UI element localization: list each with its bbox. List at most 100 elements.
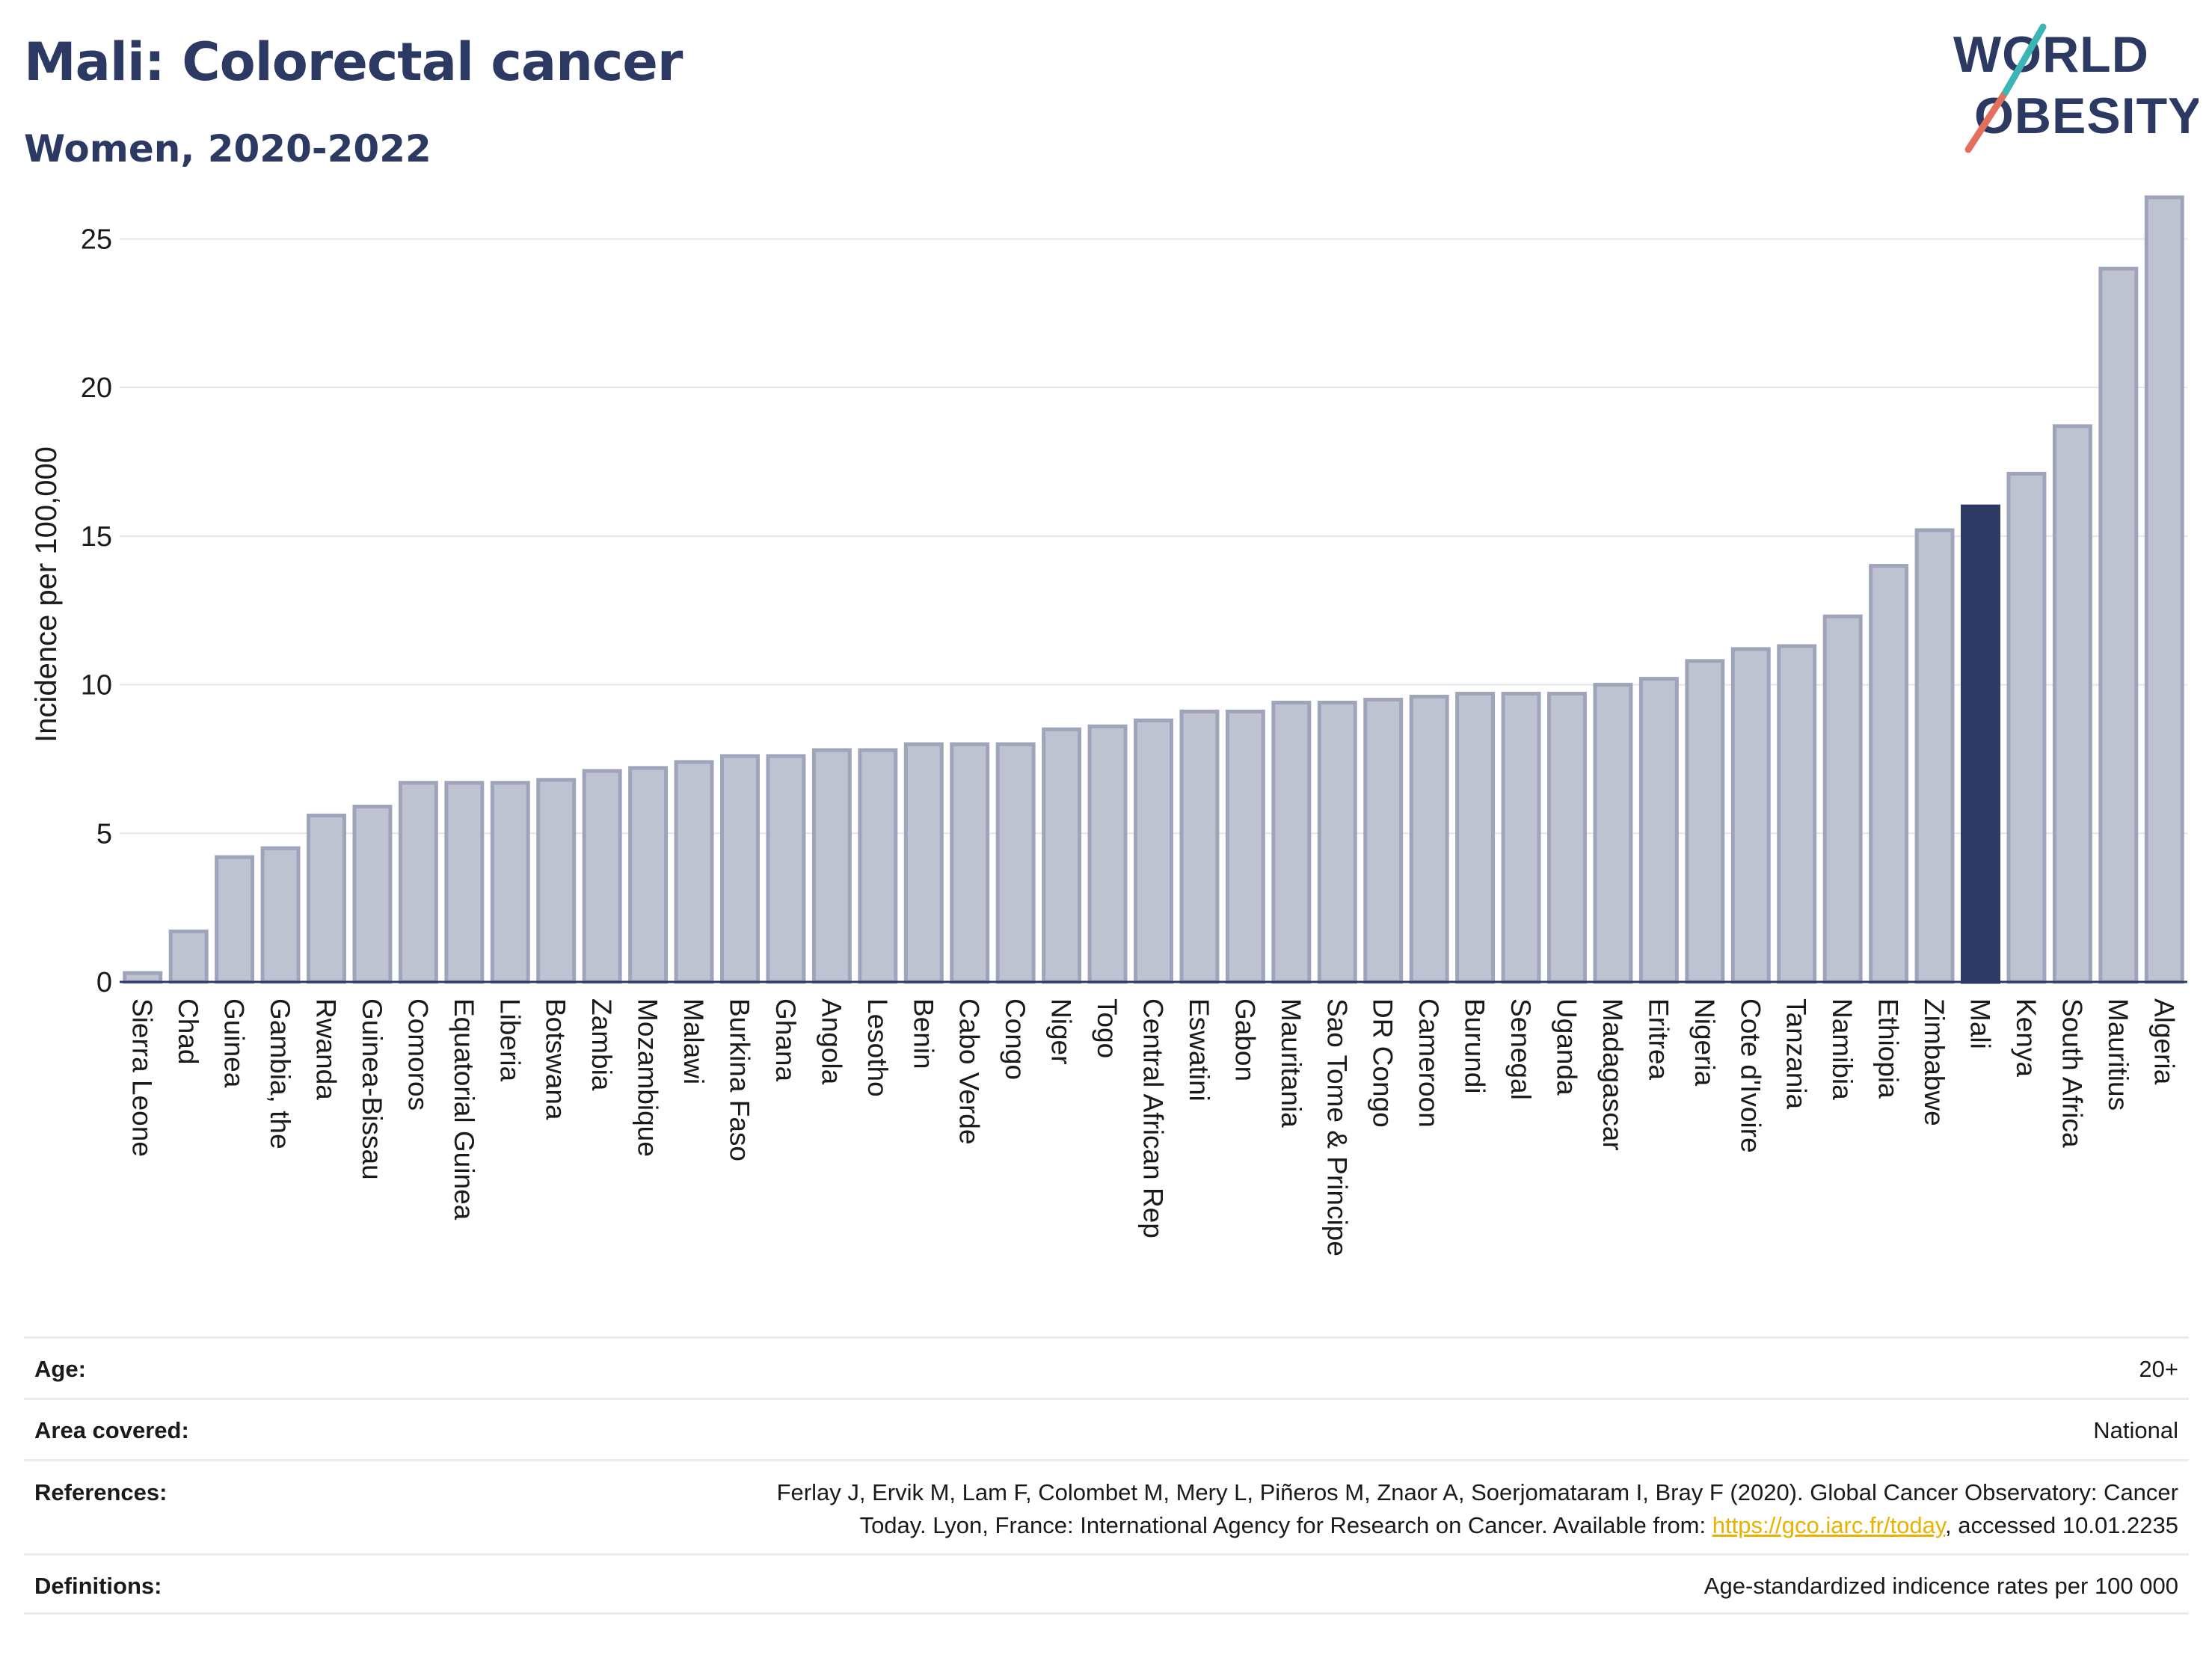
x-tick-label: Benin <box>908 998 938 1069</box>
bar-highlight <box>1961 504 2000 984</box>
bar <box>1455 692 1496 984</box>
area-label: Area covered: <box>34 1417 189 1443</box>
bar <box>307 813 346 984</box>
references-line2-suffix: , accessed 10.01.2235 <box>1945 1512 2178 1538</box>
bar <box>2144 195 2184 984</box>
bar <box>1042 727 1082 984</box>
bar <box>1593 683 1633 984</box>
bar <box>1409 694 1449 984</box>
x-tick-label: Botswana <box>541 998 571 1120</box>
x-tick-label: Mauritania <box>1276 998 1306 1128</box>
bar <box>2052 424 2092 984</box>
meta-row-area: Area covered: National <box>24 1398 2189 1459</box>
bar <box>1134 718 1173 984</box>
bar <box>123 971 163 984</box>
bar <box>1179 709 1220 984</box>
age-value: 20+ <box>2139 1356 2178 1382</box>
y-tick-label: 10 <box>81 670 112 701</box>
metadata-table: Age: 20+ Area covered: National Referenc… <box>24 1336 2189 1615</box>
x-tick-label: Tanzania <box>1781 998 1812 1110</box>
bar <box>903 742 944 984</box>
x-tick-label: Togo <box>1092 998 1122 1058</box>
x-tick-label: Zimbabwe <box>1919 998 1950 1126</box>
bar <box>1317 700 1357 984</box>
world-obesity-logo: WORLD OBESITY <box>1953 23 2199 153</box>
bar <box>490 781 530 984</box>
y-tick-label: 20 <box>81 372 112 404</box>
x-tick-label: Angola <box>816 998 847 1085</box>
x-tick-label: Niger <box>1046 998 1077 1064</box>
bar <box>1914 528 1955 984</box>
bar <box>1822 614 1863 984</box>
bar <box>444 781 485 984</box>
bar <box>398 781 438 984</box>
x-tick-label: Congo <box>1000 998 1030 1080</box>
x-tick-label: Central African Rep <box>1138 998 1169 1238</box>
definitions-label: Definitions: <box>34 1573 162 1599</box>
x-tick-label: Guinea <box>219 998 250 1088</box>
x-tick-label: Senegal <box>1505 998 1536 1100</box>
bar <box>536 778 577 984</box>
svg-text:WORLD: WORLD <box>1953 26 2149 83</box>
references-label: References: <box>34 1479 168 1505</box>
age-label: Age: <box>34 1356 86 1382</box>
bar <box>995 742 1036 984</box>
x-tick-label: Uganda <box>1552 998 1582 1096</box>
bar <box>1363 697 1404 984</box>
bar <box>674 760 714 984</box>
bar <box>1730 647 1771 984</box>
bar <box>1271 700 1312 984</box>
bar <box>950 742 990 984</box>
y-tick-label: 0 <box>96 967 112 998</box>
bar <box>582 769 622 984</box>
bar <box>1869 564 1909 984</box>
x-tick-label: Malawi <box>678 998 709 1084</box>
x-tick-label: Sierra Leone <box>127 998 158 1157</box>
x-tick-label: Algeria <box>2148 998 2179 1085</box>
bar <box>2006 471 2047 984</box>
x-tick-label: DR Congo <box>1368 998 1398 1128</box>
bar <box>1547 692 1587 984</box>
x-tick-label: Lesotho <box>862 998 893 1097</box>
bar <box>352 805 393 984</box>
bar <box>811 748 852 984</box>
bar <box>168 929 209 984</box>
x-tick-label: Nigeria <box>1689 998 1720 1087</box>
bar <box>2098 266 2139 984</box>
x-tick-label: Namibia <box>1827 998 1858 1100</box>
x-tick-label: Ethiopia <box>1873 998 1904 1099</box>
chart-subtitle: Women, 2020-2022 <box>24 127 431 171</box>
x-tick-label: Ghana <box>770 998 801 1082</box>
bar-chart: 0 5 10 15 20 25 Sierra Leone Chad Guinea Gambia,… <box>30 195 2187 1256</box>
x-tick-label: Zambia <box>586 998 617 1091</box>
meta-row-definitions: Definitions: Age-standardized indicence … <box>24 1553 2189 1615</box>
bar <box>1638 677 1679 984</box>
x-tick-label: Chad <box>173 998 203 1064</box>
x-tick-label: Gabon <box>1229 998 1260 1081</box>
x-tick-label: Cote d'Ivoire <box>1735 998 1766 1153</box>
y-axis-label: Incidence per 100,000 <box>30 446 63 743</box>
bar <box>1501 692 1541 984</box>
references-link[interactable]: https://gco.iarc.fr/today <box>1712 1512 1946 1538</box>
bars <box>123 195 2184 984</box>
x-tick-label: Equatorial Guinea <box>449 998 479 1220</box>
bar <box>215 855 255 984</box>
bar <box>1225 709 1265 984</box>
bar <box>628 766 669 984</box>
x-tick-label: Kenya <box>2011 998 2042 1077</box>
references-line1: Ferlay J, Ervik M, Lam F, Colombet M, Me… <box>776 1479 2178 1505</box>
x-tick-label: Eritrea <box>1643 998 1674 1080</box>
bar <box>858 748 898 984</box>
meta-row-age: Age: 20+ <box>24 1336 2189 1398</box>
chart-title: Mali: Colorectal cancer <box>24 31 683 93</box>
x-tick-label: Burundi <box>1460 998 1490 1094</box>
x-tick-label: Liberia <box>494 998 525 1081</box>
bar <box>1087 724 1128 984</box>
area-value: National <box>2093 1417 2178 1443</box>
y-tick-label: 15 <box>81 521 112 553</box>
x-tick-label: Guinea-Bissau <box>357 998 387 1180</box>
meta-row-references: References: Ferlay J, Ervik M, Lam F, Co… <box>24 1459 2189 1553</box>
references-line2: Today. Lyon, France: International Agenc… <box>777 1509 2178 1542</box>
bar <box>766 754 806 984</box>
x-tick-label: Mali <box>1965 998 1996 1049</box>
